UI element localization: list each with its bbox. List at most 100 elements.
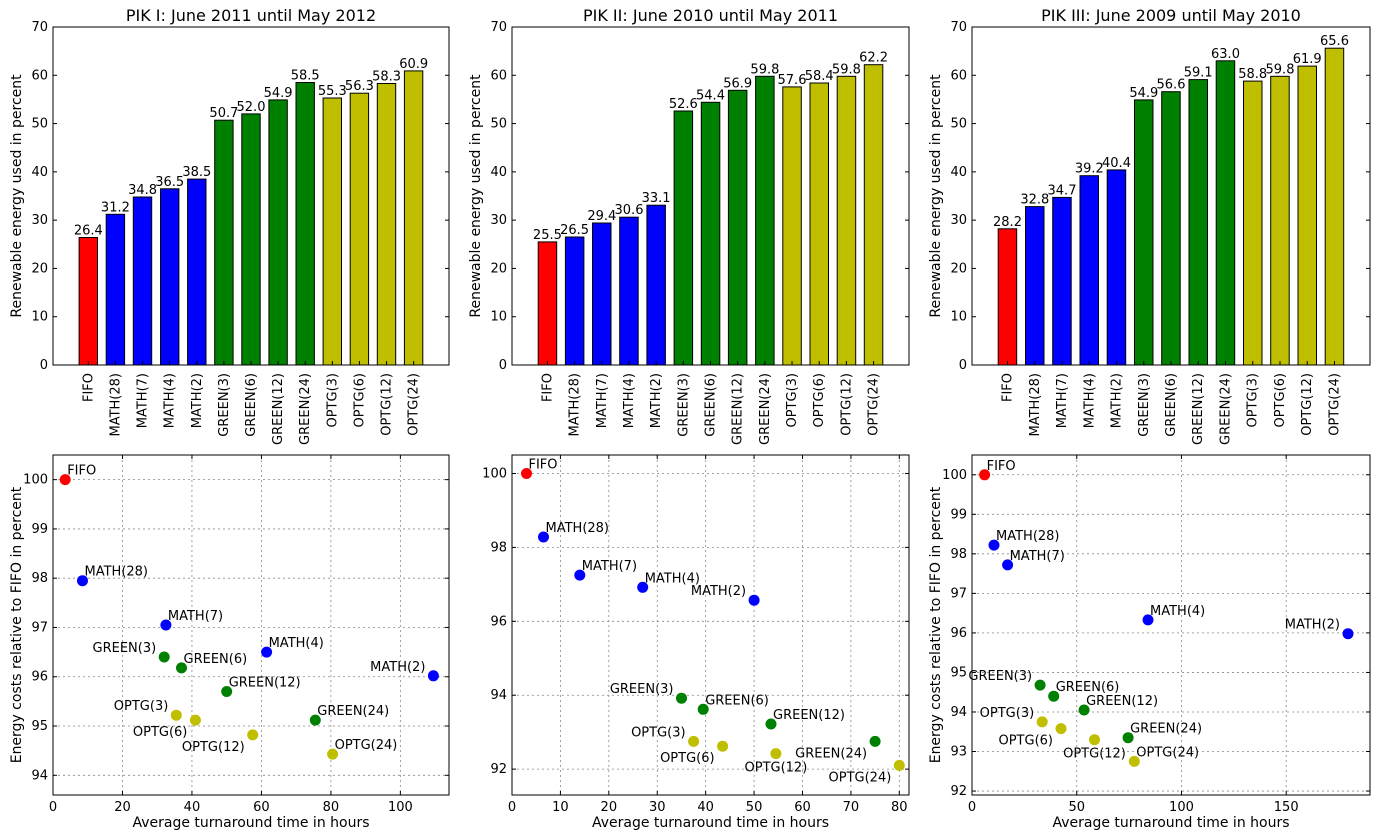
y-tick-label: 94 <box>950 705 967 720</box>
x-tick-label: MATH(28) <box>568 373 583 437</box>
data-point <box>717 740 729 752</box>
data-point <box>893 759 905 771</box>
bar <box>836 75 857 366</box>
bar-value-label: 32.8 <box>1020 193 1049 208</box>
y-tick-label: 30 <box>31 213 48 228</box>
bar <box>187 178 207 366</box>
bar <box>997 228 1018 366</box>
data-point <box>170 709 182 721</box>
x-tick-label: MATH(28) <box>108 373 123 437</box>
x-tick-label: OPTG(24) <box>407 373 422 436</box>
bar <box>1025 206 1045 366</box>
chart-panel-2: 25.5 FIFO 26.5 MATH(28) 29.4 MATH(7) 30.6 MATH(… <box>468 6 910 445</box>
y-tick-label: 99 <box>950 507 967 522</box>
point-label: GREEN(3) <box>610 682 674 697</box>
bar <box>1161 91 1181 366</box>
plot-frame <box>52 454 450 796</box>
point-label: GREEN(24) <box>317 704 389 719</box>
y-tick-label: 50 <box>950 117 967 132</box>
y-tick-label: 20 <box>950 261 967 276</box>
x-tick-label: 0 <box>968 800 976 815</box>
bar <box>295 82 315 366</box>
x-tick-label: 40 <box>184 800 201 815</box>
x-tick-label: 20 <box>114 800 131 815</box>
y-tick-label: 60 <box>950 68 967 83</box>
bar-value-label: 34.7 <box>1048 183 1077 198</box>
plot-frame <box>511 26 910 366</box>
point-label: OPTG(3) <box>980 706 1035 721</box>
y-tick-label: 50 <box>31 117 48 132</box>
y-tick-label: 70 <box>950 20 967 35</box>
point-label: GREEN(3) <box>93 641 157 656</box>
data-point <box>261 646 273 658</box>
y-tick-label: 92 <box>950 784 967 799</box>
data-point <box>1055 723 1067 735</box>
x-tick-label: GREEN(6) <box>704 373 719 437</box>
y-tick-label: 10 <box>950 310 967 325</box>
data-point <box>327 748 339 760</box>
x-tick-label: OPTG(12) <box>1300 373 1315 436</box>
data-point <box>77 575 88 587</box>
data-point <box>869 735 881 747</box>
y-tick-label: 93 <box>950 745 967 760</box>
bar-value-label: 28.2 <box>993 215 1022 230</box>
bar-value-label: 40.4 <box>1102 156 1131 171</box>
point-label: FIFO <box>67 464 96 479</box>
point-label: MATH(2) <box>1285 618 1340 633</box>
x-axis-title: Average turnaround time in hours <box>132 815 369 831</box>
bar <box>1270 75 1290 366</box>
y-axis-title: Renewable energy used in percent <box>928 74 944 318</box>
point-label: MATH(7) <box>168 609 223 624</box>
bar-value-label: 62.2 <box>859 51 888 66</box>
x-tick-label: FIFO <box>81 373 96 402</box>
y-tick-label: 98 <box>490 540 507 555</box>
y-tick-label: 40 <box>490 165 507 180</box>
point-label: MATH(28) <box>996 529 1060 544</box>
x-tick-label: OPTG(3) <box>325 373 340 428</box>
x-tick-label: 60 <box>253 800 270 815</box>
x-tick-label: 70 <box>843 800 860 815</box>
bar-value-label: 58.8 <box>1238 67 1267 82</box>
data-point <box>247 729 259 741</box>
point-label: OPTG(12) <box>182 740 245 755</box>
y-axis-title: Renewable energy used in percent <box>468 74 484 318</box>
y-tick-label: 100 <box>942 468 967 483</box>
bar-value-label: 54.9 <box>1129 86 1158 101</box>
x-tick-label: 10 <box>552 800 569 815</box>
y-axis-title: Energy costs relative to FIFO in percent <box>9 486 25 763</box>
x-axis-title: Average turnaround time in hours <box>592 815 829 831</box>
x-tick-label: MATH(7) <box>136 373 151 428</box>
data-point <box>1036 716 1048 728</box>
data-point <box>221 686 233 697</box>
data-point <box>979 469 991 481</box>
y-tick-label: 20 <box>31 261 48 276</box>
x-tick-label: GREEN(6) <box>244 373 259 437</box>
bar-value-label: 52.6 <box>669 97 698 112</box>
y-tick-label: 0 <box>499 358 507 373</box>
y-tick-label: 97 <box>31 620 48 635</box>
bar <box>349 92 370 366</box>
x-tick-label: GREEN(12) <box>731 373 746 445</box>
y-tick-label: 100 <box>23 473 48 488</box>
bar-value-label: 36.5 <box>155 175 184 190</box>
bar-value-label: 38.5 <box>182 165 211 180</box>
data-point <box>637 581 649 593</box>
bar <box>132 196 153 366</box>
point-label: GREEN(12) <box>773 708 845 723</box>
bar <box>105 213 126 366</box>
bar <box>1134 99 1154 366</box>
bar-value-label: 55.3 <box>318 84 347 99</box>
point-label: OPTG(3) <box>631 725 686 740</box>
data-point <box>176 662 187 674</box>
x-tick-label: OPTG(24) <box>867 373 882 436</box>
x-tick-label: GREEN(12) <box>1191 373 1206 445</box>
bar <box>673 110 694 366</box>
x-tick-label: MATH(2) <box>649 373 664 428</box>
chart-panel-3: 28.2 FIFO 32.8 MATH(28) 34.7 MATH(7) 39.2 MATH(… <box>928 6 1371 445</box>
x-tick-label: 60 <box>794 800 811 815</box>
y-tick-label: 60 <box>490 68 507 83</box>
bar-value-label: 65.6 <box>1320 34 1349 49</box>
bar <box>241 113 261 366</box>
bar <box>782 86 802 366</box>
